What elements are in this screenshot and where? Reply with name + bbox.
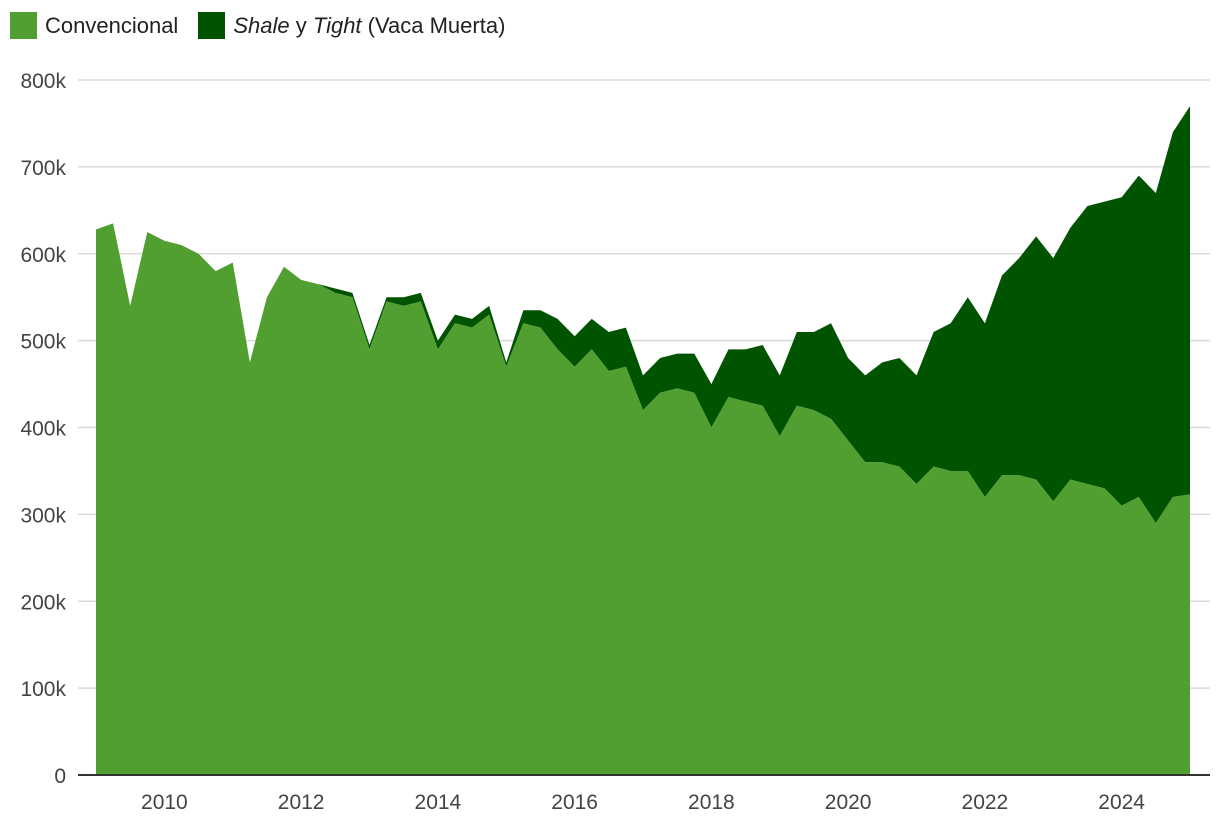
x-tick-label-2024: 2024 [1098,791,1145,814]
x-tick-label-2012: 2012 [278,791,325,814]
x-tick-label-2016: 2016 [551,791,598,814]
y-tick-label-800k: 800k [20,70,66,93]
x-tick-label-2010: 2010 [141,791,188,814]
x-tick-label-2018: 2018 [688,791,735,814]
legend: Convencional Shale y Tight (Vaca Muerta) [10,12,505,39]
area-shale-tight [96,106,1190,524]
y-tick-label-200k: 200k [20,591,66,614]
x-tick-label-2020: 2020 [825,791,872,814]
x-axis-tick-labels: 2010 2012 2014 2016 2018 2020 2022 2024 [141,791,1145,814]
y-tick-label-500k: 500k [20,331,66,354]
x-tick-label-2022: 2022 [962,791,1009,814]
legend-label-shale-word: Shale [233,12,290,38]
y-axis-tick-labels: 0 100k 200k 300k 400k 500k 600k 700k 800k [20,70,66,788]
legend-label-and-word: y [289,12,313,38]
legend-item-conventional[interactable]: Convencional [10,12,178,39]
x-tick-label-2014: 2014 [415,791,462,814]
legend-item-shale-tight[interactable]: Shale y Tight (Vaca Muerta) [198,12,505,39]
legend-label-vaca-muerta: (Vaca Muerta) [361,12,506,38]
y-tick-label-400k: 400k [20,418,66,441]
y-tick-label-100k: 100k [20,678,66,701]
legend-label-shale-tight: Shale y Tight (Vaca Muerta) [233,13,505,39]
area-conventional [96,223,1190,775]
legend-label-conventional: Convencional [45,12,179,38]
legend-swatch-shale-tight [198,12,226,39]
area-series [96,106,1190,775]
legend-swatch-conventional [10,12,37,39]
y-tick-label-300k: 300k [20,504,66,527]
y-tick-label-0: 0 [54,765,66,788]
y-tick-label-700k: 700k [20,157,66,180]
y-tick-label-600k: 600k [20,244,66,267]
legend-label-tight-word: Tight [312,12,362,38]
